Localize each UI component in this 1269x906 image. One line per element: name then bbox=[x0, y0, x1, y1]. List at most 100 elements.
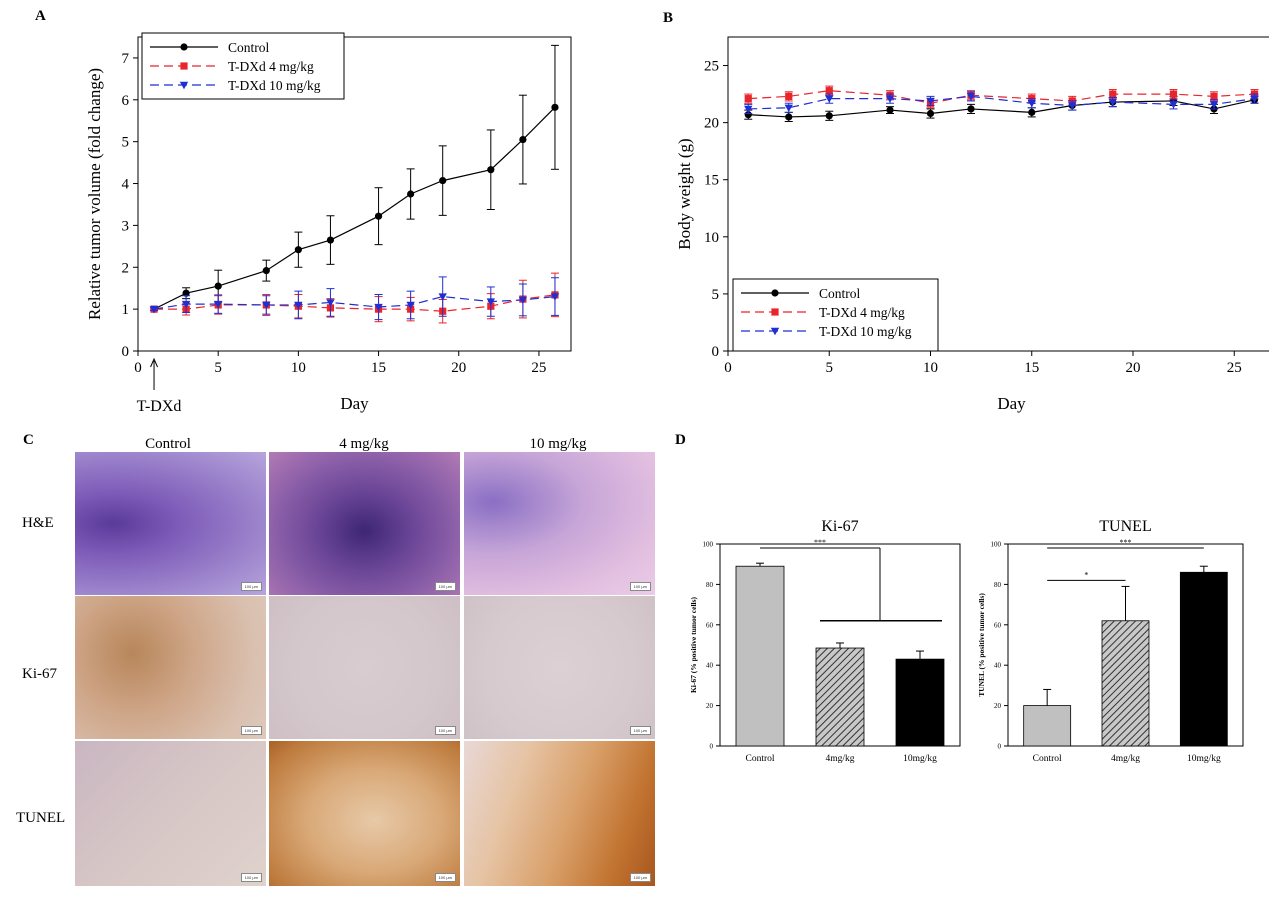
x-tick-label: 25 bbox=[531, 360, 546, 376]
x-tick-label: 10 bbox=[291, 360, 306, 376]
y-axis-label: Relative tumor volume (fold change) bbox=[85, 68, 104, 320]
data-point bbox=[551, 103, 559, 111]
legend-marker bbox=[180, 62, 188, 70]
tumor-volume-chart: 0 5 10 15 20 25 0 1 2 3 4 5 6 7 Day Relative tumor volu… bbox=[85, 32, 572, 415]
bar-chart-title: TUNEL bbox=[1099, 518, 1151, 535]
data-point bbox=[149, 305, 159, 314]
x-tick-label: 20 bbox=[1126, 360, 1141, 376]
data-point bbox=[1210, 92, 1218, 100]
x-tick-label: 0 bbox=[134, 360, 142, 376]
y-tick-label: 3 bbox=[122, 218, 130, 234]
data-point bbox=[1250, 95, 1259, 103]
x-tick-label: 10mg/kg bbox=[1187, 754, 1221, 764]
x-tick-label: 15 bbox=[1024, 360, 1039, 376]
y-tick-label: 10 bbox=[704, 230, 719, 246]
data-point bbox=[406, 301, 415, 310]
legend-label: Control bbox=[819, 286, 861, 301]
scale-bar: 100 μm bbox=[434, 873, 456, 882]
data-point bbox=[374, 303, 383, 312]
legend-marker bbox=[771, 308, 779, 316]
y-tick-label: 20 bbox=[704, 116, 719, 132]
data-point bbox=[182, 289, 190, 297]
data-point bbox=[294, 246, 302, 254]
data-point bbox=[374, 212, 383, 220]
y-tick-label: 5 bbox=[712, 287, 720, 303]
bar bbox=[815, 647, 865, 747]
y-tick-label: 80 bbox=[994, 581, 1002, 589]
tile-tunel-10mg: 100 μm bbox=[464, 741, 655, 886]
series-line-2 bbox=[748, 95, 1255, 110]
data-point bbox=[487, 166, 495, 174]
tile-tunel-control: 100 μm bbox=[75, 741, 266, 886]
data-point bbox=[519, 135, 527, 144]
x-axis-label: Day bbox=[340, 394, 369, 413]
data-point bbox=[262, 267, 270, 275]
legend-label: Control bbox=[228, 40, 270, 55]
x-tick-label: 4mg/kg bbox=[825, 754, 854, 764]
data-point bbox=[1109, 90, 1117, 98]
y-tick-label: 20 bbox=[706, 702, 714, 710]
data-point bbox=[1027, 100, 1036, 108]
y-axis-label: Ki-67 (% positive tumor cells) bbox=[689, 596, 698, 693]
bar-chart-title: Ki-67 bbox=[821, 518, 858, 535]
series-line-2 bbox=[153, 295, 556, 310]
series-line-0 bbox=[748, 99, 1255, 118]
y-tick-label: 1 bbox=[122, 302, 130, 318]
row-label-ki67: Ki-67 bbox=[22, 666, 57, 682]
x-tick-label: Control bbox=[1033, 754, 1062, 764]
tile-ki67-control: 100 μm bbox=[75, 596, 266, 739]
y-tick-label: 7 bbox=[122, 51, 130, 67]
data-point bbox=[966, 93, 976, 101]
data-point bbox=[1209, 101, 1219, 109]
data-point bbox=[825, 112, 833, 120]
legend-label: T-DXd 10 mg/kg bbox=[228, 78, 321, 93]
significance-label: *** bbox=[814, 538, 826, 547]
bar bbox=[1101, 620, 1150, 747]
y-tick-label: 15 bbox=[704, 173, 719, 189]
data-point bbox=[550, 293, 560, 301]
y-tick-label: 80 bbox=[706, 581, 714, 589]
series-line-1 bbox=[154, 294, 556, 312]
panel-label-b: B bbox=[663, 10, 674, 26]
y-tick-label: 0 bbox=[710, 743, 714, 751]
legend-marker bbox=[770, 327, 780, 336]
x-tick-label: 0 bbox=[724, 360, 732, 376]
histology-grid: Control 4 mg/kg 10 mg/kg H&E Ki-67 TUNEL… bbox=[0, 430, 660, 906]
data-point bbox=[886, 106, 894, 114]
legend-marker bbox=[179, 81, 189, 90]
y-tick-label: 40 bbox=[706, 662, 714, 670]
significance-label: * bbox=[1084, 570, 1088, 579]
panel-label-d: D bbox=[675, 432, 686, 448]
data-point bbox=[1068, 102, 1077, 110]
legend-marker bbox=[180, 43, 188, 51]
data-point bbox=[407, 190, 415, 198]
treatment-label: T-DXd bbox=[137, 398, 182, 415]
bar bbox=[1179, 571, 1228, 747]
data-point bbox=[326, 299, 335, 307]
legend-box bbox=[732, 278, 939, 352]
row-label-tunel: TUNEL bbox=[16, 810, 66, 826]
tile-ki67-4mg: 100 μm bbox=[269, 596, 460, 739]
y-tick-label: 6 bbox=[122, 93, 130, 109]
col-title-4mg: 4 mg/kg bbox=[339, 436, 389, 452]
data-point bbox=[439, 177, 447, 185]
y-tick-label: 100 bbox=[703, 541, 714, 549]
x-tick-label: 5 bbox=[214, 360, 222, 376]
y-tick-label: 60 bbox=[706, 621, 714, 629]
data-point bbox=[744, 105, 753, 114]
x-tick-label: 15 bbox=[371, 360, 386, 376]
bar bbox=[735, 565, 785, 747]
data-point bbox=[785, 92, 793, 100]
scale-bar: 100 μm bbox=[629, 873, 651, 882]
x-axis-label: Day bbox=[997, 394, 1026, 413]
data-point bbox=[326, 236, 335, 244]
data-point bbox=[785, 113, 793, 121]
x-tick-label: 5 bbox=[826, 360, 834, 376]
data-point bbox=[438, 293, 447, 301]
col-title-10mg: 10 mg/kg bbox=[529, 436, 587, 452]
panel-label-c: C bbox=[23, 432, 34, 448]
data-point bbox=[744, 111, 752, 119]
tile-ki67-10mg: 100 μm bbox=[464, 596, 655, 739]
scale-bar: 100 μm bbox=[629, 582, 651, 591]
y-axis-label: Body weight (g) bbox=[675, 138, 694, 249]
